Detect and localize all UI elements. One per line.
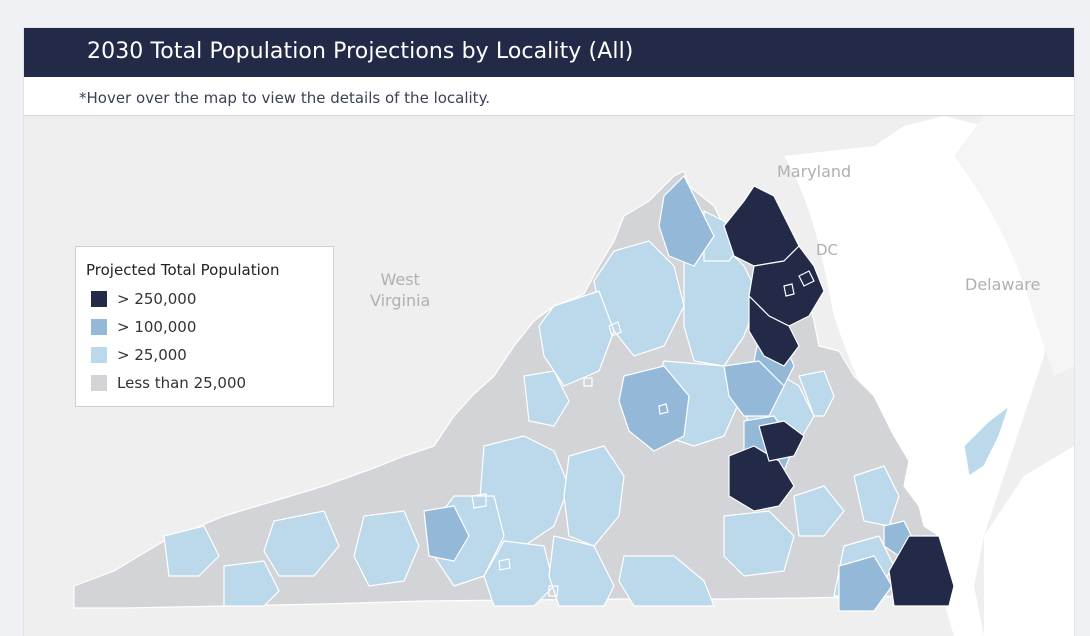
legend-label: Less than 25,000 <box>117 374 247 392</box>
west-virginia-label: West Virginia <box>370 269 430 311</box>
legend-label: > 250,000 <box>117 290 197 308</box>
independent-city-outlines <box>471 270 815 597</box>
virginia-localities[interactable] <box>73 170 1010 612</box>
locality-gt25k[interactable] <box>563 445 625 547</box>
locality-gt100k[interactable] <box>658 175 715 267</box>
locality-gt25k[interactable] <box>538 290 615 387</box>
legend-title: Projected Total Population <box>86 261 280 279</box>
legend-item-lt25k[interactable]: Less than 25,000 <box>91 372 246 394</box>
locality-gt100k[interactable] <box>838 555 893 612</box>
category-gt250k[interactable] <box>723 185 955 607</box>
locality-gt25k[interactable] <box>548 535 615 607</box>
west-virginia-label-line2: Virginia <box>370 291 431 310</box>
locality-gt25k[interactable] <box>223 560 280 607</box>
delaware-label: Delaware <box>965 275 1041 294</box>
locality-gt25k[interactable] <box>618 555 715 607</box>
locality-gt100k[interactable] <box>618 365 690 452</box>
locality-gt25k[interactable] <box>723 510 795 577</box>
legend-label: > 25,000 <box>117 346 187 364</box>
locality-virginia-beach[interactable] <box>888 535 955 607</box>
subtitle-bar: *Hover over the map to view the details … <box>24 77 1074 116</box>
hover-instruction: *Hover over the map to view the details … <box>79 89 491 107</box>
legend-swatch <box>91 375 107 391</box>
locality-gt25k[interactable] <box>793 485 845 537</box>
legend-swatch <box>91 291 107 307</box>
legend-item-gt100k[interactable]: > 100,000 <box>91 316 196 338</box>
page-title: 2030 Total Population Projections by Loc… <box>87 39 634 64</box>
locality-gt100k[interactable] <box>423 505 470 562</box>
locality-gt25k[interactable] <box>163 525 220 577</box>
locality-prince-william[interactable] <box>748 295 800 367</box>
legend: Projected Total Population > 250,000 > 1… <box>75 246 334 407</box>
category-gt100k[interactable] <box>423 175 915 612</box>
locality-gt25k[interactable] <box>483 540 555 607</box>
maryland-label: Maryland <box>777 162 852 181</box>
locality-gt25k[interactable] <box>353 510 420 587</box>
locality-gt100k[interactable] <box>723 360 785 417</box>
locality-loudoun[interactable] <box>723 185 800 267</box>
legend-swatch <box>91 347 107 363</box>
locality-gt25k[interactable] <box>523 370 570 427</box>
header-bar: 2030 Total Population Projections by Loc… <box>24 28 1074 77</box>
dashboard-card: 2030 Total Population Projections by Loc… <box>24 28 1074 636</box>
choropleth-map[interactable] <box>24 116 1074 636</box>
locality-chesterfield[interactable] <box>728 445 795 512</box>
locality-gt25k[interactable] <box>853 465 900 527</box>
legend-swatch <box>91 319 107 335</box>
legend-item-gt25k[interactable]: > 25,000 <box>91 344 187 366</box>
locality-gt25k[interactable] <box>263 510 340 577</box>
legend-item-gt250k[interactable]: > 250,000 <box>91 288 196 310</box>
legend-label: > 100,000 <box>117 318 197 336</box>
locality-gt25k[interactable] <box>963 405 1010 477</box>
dc-label: DC <box>816 241 839 259</box>
west-virginia-label-line1: West <box>380 270 420 289</box>
map-area[interactable]: Maryland DC Delaware West Virginia Proje… <box>24 116 1074 636</box>
locality-gt25k[interactable] <box>798 370 835 417</box>
locality-henrico[interactable] <box>758 420 805 462</box>
